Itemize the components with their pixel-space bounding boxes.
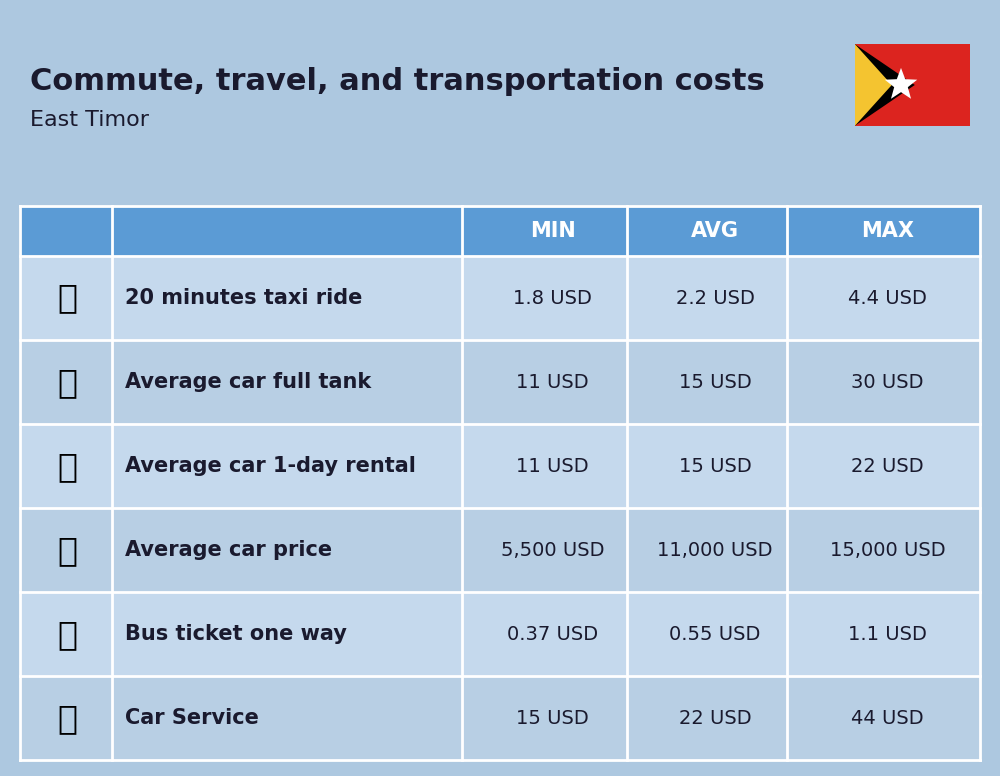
Text: 11 USD: 11 USD bbox=[516, 457, 589, 476]
Text: 🚗: 🚗 bbox=[58, 534, 78, 566]
Text: 22 USD: 22 USD bbox=[851, 457, 924, 476]
Text: 5,500 USD: 5,500 USD bbox=[501, 541, 604, 559]
Text: 15 USD: 15 USD bbox=[679, 372, 751, 392]
Text: Car Service: Car Service bbox=[125, 708, 259, 729]
Text: Commute, travel, and transportation costs: Commute, travel, and transportation cost… bbox=[30, 67, 765, 96]
Text: 20 minutes taxi ride: 20 minutes taxi ride bbox=[125, 288, 362, 308]
Text: 1.1 USD: 1.1 USD bbox=[848, 625, 927, 644]
FancyBboxPatch shape bbox=[20, 256, 980, 340]
Polygon shape bbox=[855, 44, 915, 126]
Text: 11,000 USD: 11,000 USD bbox=[657, 541, 773, 559]
Text: 1.8 USD: 1.8 USD bbox=[513, 289, 592, 307]
Text: 0.55 USD: 0.55 USD bbox=[669, 625, 761, 644]
FancyBboxPatch shape bbox=[20, 424, 980, 508]
Text: Bus ticket one way: Bus ticket one way bbox=[125, 625, 347, 644]
Text: 22 USD: 22 USD bbox=[679, 709, 751, 728]
Text: 11 USD: 11 USD bbox=[516, 372, 589, 392]
Text: Average car price: Average car price bbox=[125, 540, 332, 560]
Text: 🚙: 🚙 bbox=[58, 450, 78, 483]
Text: 15 USD: 15 USD bbox=[679, 457, 751, 476]
Text: 🚌: 🚌 bbox=[58, 618, 78, 651]
Polygon shape bbox=[855, 44, 892, 126]
FancyBboxPatch shape bbox=[20, 677, 980, 760]
Text: East Timor: East Timor bbox=[30, 110, 149, 130]
Text: 🚗: 🚗 bbox=[58, 702, 78, 735]
FancyBboxPatch shape bbox=[20, 340, 980, 424]
Text: 44 USD: 44 USD bbox=[851, 709, 924, 728]
Text: Average car 1-day rental: Average car 1-day rental bbox=[125, 456, 416, 476]
Text: 15,000 USD: 15,000 USD bbox=[830, 541, 945, 559]
Text: 4.4 USD: 4.4 USD bbox=[848, 289, 927, 307]
FancyBboxPatch shape bbox=[855, 44, 970, 126]
Text: 2.2 USD: 2.2 USD bbox=[676, 289, 754, 307]
Text: MAX: MAX bbox=[861, 221, 914, 241]
FancyBboxPatch shape bbox=[20, 206, 980, 256]
FancyBboxPatch shape bbox=[20, 592, 980, 677]
Text: 🚖: 🚖 bbox=[58, 282, 78, 314]
Text: MIN: MIN bbox=[530, 221, 575, 241]
Polygon shape bbox=[885, 68, 917, 99]
Text: 30 USD: 30 USD bbox=[851, 372, 924, 392]
Text: Average car full tank: Average car full tank bbox=[125, 372, 371, 392]
FancyBboxPatch shape bbox=[20, 508, 980, 592]
Text: 15 USD: 15 USD bbox=[516, 709, 589, 728]
Text: 0.37 USD: 0.37 USD bbox=[507, 625, 598, 644]
Text: ⛽: ⛽ bbox=[58, 365, 78, 399]
Text: AVG: AVG bbox=[691, 221, 739, 241]
